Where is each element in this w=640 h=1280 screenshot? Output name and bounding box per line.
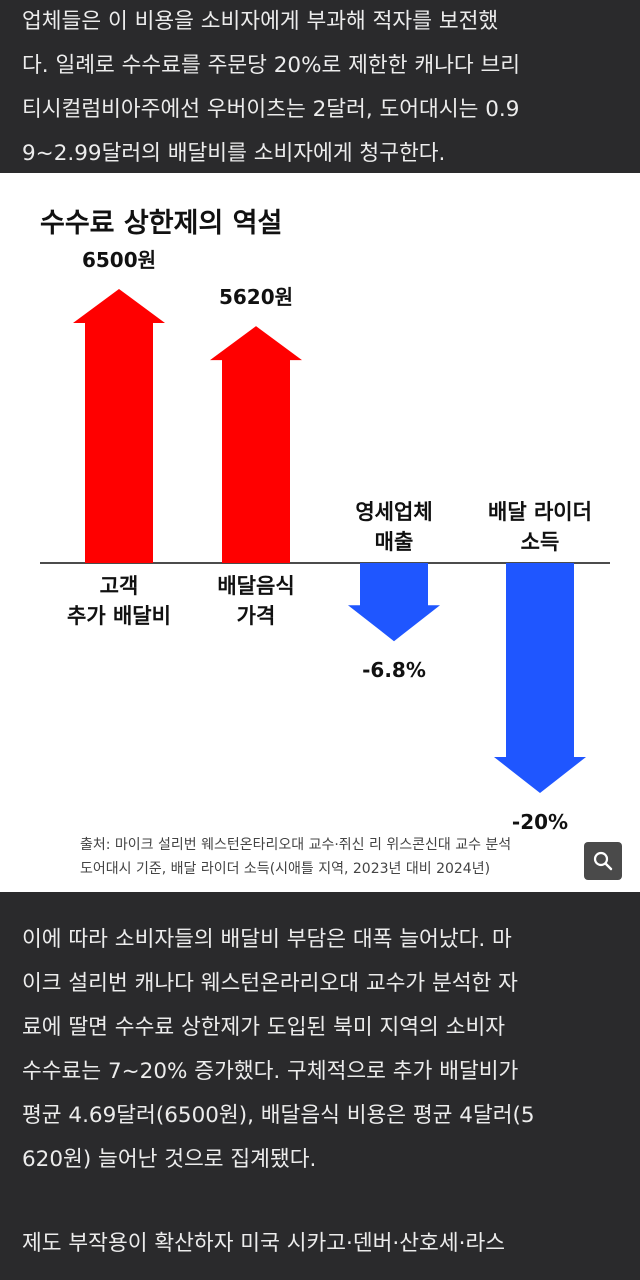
text-line: 이크 설리번 캐나다 웨스턴온라리오대 교수가 분석한 자 — [22, 971, 518, 996]
chart-source: 출처: 마이크 설리번 웨스턴온타리오대 교수·쥐신 리 위스콘신대 교수 분석… — [0, 826, 640, 892]
article-paragraph-last: 제도 부작용이 확산하자 미국 시카고·덴버·산호세·라스 — [0, 1222, 640, 1266]
data-label: 6500원 — [82, 248, 156, 272]
data-label: -20% — [512, 810, 568, 834]
bar-arrow-down — [348, 563, 440, 642]
text-line: 이에 따라 소비자들의 배달비 부담은 대폭 늘어났다. 마 — [22, 927, 512, 952]
text-line: 9~2.99달러의 배달비를 소비자에게 청구한다. — [22, 141, 446, 166]
text-line: 수수료는 7~20% 증가했다. 구체적으로 추가 배달비가 — [22, 1059, 519, 1084]
category-label: 가격 — [237, 604, 276, 628]
article-paragraph-bottom: 이에 따라 소비자들의 배달비 부담은 대폭 늘어났다. 마 이크 설리번 캐나… — [0, 918, 640, 1182]
bar-arrow-up — [73, 289, 165, 563]
data-label: -6.8% — [362, 658, 426, 682]
article-paragraph-top: 업체들은 이 비용을 소비자에게 부과해 적자를 보전했 다. 일례로 수수료를… — [0, 0, 640, 176]
source-line-2: 도어대시 기준, 배달 라이더 소득(시애틀 지역, 2023년 대비 2024… — [80, 861, 491, 877]
category-label: 영세업체 — [355, 500, 432, 524]
category-label: 고객 — [100, 574, 139, 598]
zoom-button[interactable] — [584, 842, 622, 880]
source-line-1: 출처: 마이크 설리번 웨스턴온타리오대 교수·쥐신 리 위스콘신대 교수 분석 — [80, 837, 512, 853]
chart-title: 수수료 상한제의 역설 — [40, 208, 282, 239]
bar-arrow-up — [210, 326, 302, 563]
category-label: 매출 — [375, 530, 414, 554]
category-label: 배달음식 — [217, 574, 294, 598]
text-line: 620원) 늘어난 것으로 집계됐다. — [22, 1147, 317, 1172]
text-line: 평균 4.69달러(6500원), 배달음식 비용은 평균 4달러(5 — [22, 1103, 535, 1128]
magnifier-icon — [593, 851, 613, 871]
bar-arrow-down — [494, 563, 586, 793]
text-line: 업체들은 이 비용을 소비자에게 부과해 적자를 보전했 — [22, 9, 499, 34]
category-label: 소득 — [521, 530, 560, 554]
category-label: 추가 배달비 — [67, 604, 171, 628]
text-line: 제도 부작용이 확산하자 미국 시카고·덴버·산호세·라스 — [22, 1231, 506, 1256]
text-line: 다. 일례로 수수료를 주문당 20%로 제한한 캐나다 브리 — [22, 53, 521, 78]
text-line: 료에 딸면 수수료 상한제가 도입된 북미 지역의 소비자 — [22, 1015, 506, 1040]
data-label: 5620원 — [219, 285, 293, 309]
category-label: 배달 라이더 — [488, 500, 592, 524]
text-line: 티시컬럼비아주에선 우버이츠는 2달러, 도어대시는 0.9 — [22, 97, 520, 122]
